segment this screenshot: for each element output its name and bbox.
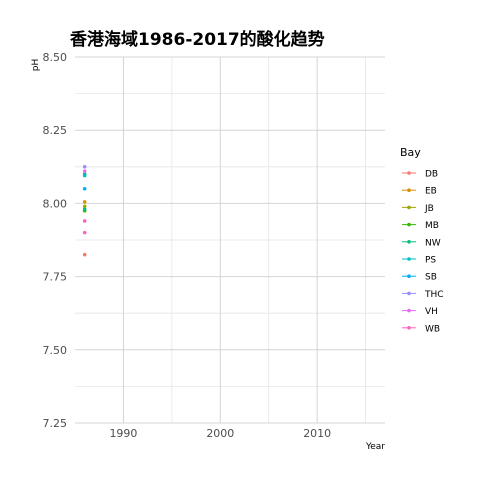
y-tick-label: 7.50 bbox=[43, 344, 68, 357]
y-tick-label: 8.00 bbox=[43, 197, 68, 210]
x-axis-ticks: 1990 2000 2010 bbox=[109, 427, 331, 440]
legend-label-vh: VH bbox=[425, 307, 438, 317]
legend-key-point bbox=[407, 171, 411, 175]
y-tick-label: 8.25 bbox=[43, 124, 68, 137]
legend-key-point bbox=[407, 240, 411, 244]
y-axis-ticks: 7.25 7.50 7.75 8.00 8.25 8.50 bbox=[43, 51, 68, 430]
grid bbox=[75, 56, 385, 424]
legend-key-point bbox=[407, 291, 411, 296]
legend-label-wb: WB bbox=[425, 324, 440, 334]
chart-title: 香港海域1986-2017的酸化趋势 bbox=[70, 29, 325, 50]
data-point-eb bbox=[82, 200, 87, 204]
legend-title: Bay bbox=[400, 146, 421, 159]
legend-label-ps: PS bbox=[425, 256, 436, 266]
legend-key-point bbox=[407, 222, 411, 227]
data-points bbox=[82, 165, 87, 257]
legend-label-nw: NW bbox=[425, 238, 441, 248]
y-tick-label: 8.50 bbox=[43, 51, 68, 64]
x-tick-label: 2000 bbox=[206, 427, 234, 440]
x-tick-label: 1990 bbox=[109, 427, 137, 440]
y-tick-label: 7.75 bbox=[43, 271, 68, 284]
legend-key-point bbox=[407, 205, 411, 210]
data-point-vh bbox=[82, 169, 87, 173]
legend-label-thc: THC bbox=[424, 290, 444, 300]
y-axis-title: pH bbox=[31, 59, 41, 71]
x-axis-title: Year bbox=[365, 442, 385, 452]
legend-key-point bbox=[407, 274, 411, 279]
data-point-thc bbox=[82, 165, 87, 169]
data-point-wb bbox=[82, 230, 87, 235]
data-point-ps bbox=[82, 173, 87, 178]
data-point-jb bbox=[82, 204, 87, 209]
legend-label-jb: JB bbox=[424, 204, 434, 214]
data-point-db bbox=[82, 252, 87, 257]
legend: Bay DB EB JB MB NW PS SB THC VH WB bbox=[400, 146, 444, 334]
legend-label-db: DB bbox=[425, 170, 438, 180]
data-point-nw bbox=[82, 207, 87, 212]
legend-key-point bbox=[407, 188, 411, 192]
x-tick-label: 2010 bbox=[303, 427, 331, 440]
data-point-wb bbox=[82, 219, 87, 223]
y-tick-label: 7.25 bbox=[43, 417, 68, 430]
legend-label-mb: MB bbox=[425, 221, 439, 231]
data-point-sb bbox=[82, 186, 87, 191]
legend-label-eb: EB bbox=[425, 187, 437, 197]
legend-label-sb: SB bbox=[425, 273, 437, 283]
legend-key-point bbox=[407, 326, 411, 330]
legend-key-point bbox=[407, 308, 411, 313]
legend-key-point bbox=[407, 257, 411, 261]
